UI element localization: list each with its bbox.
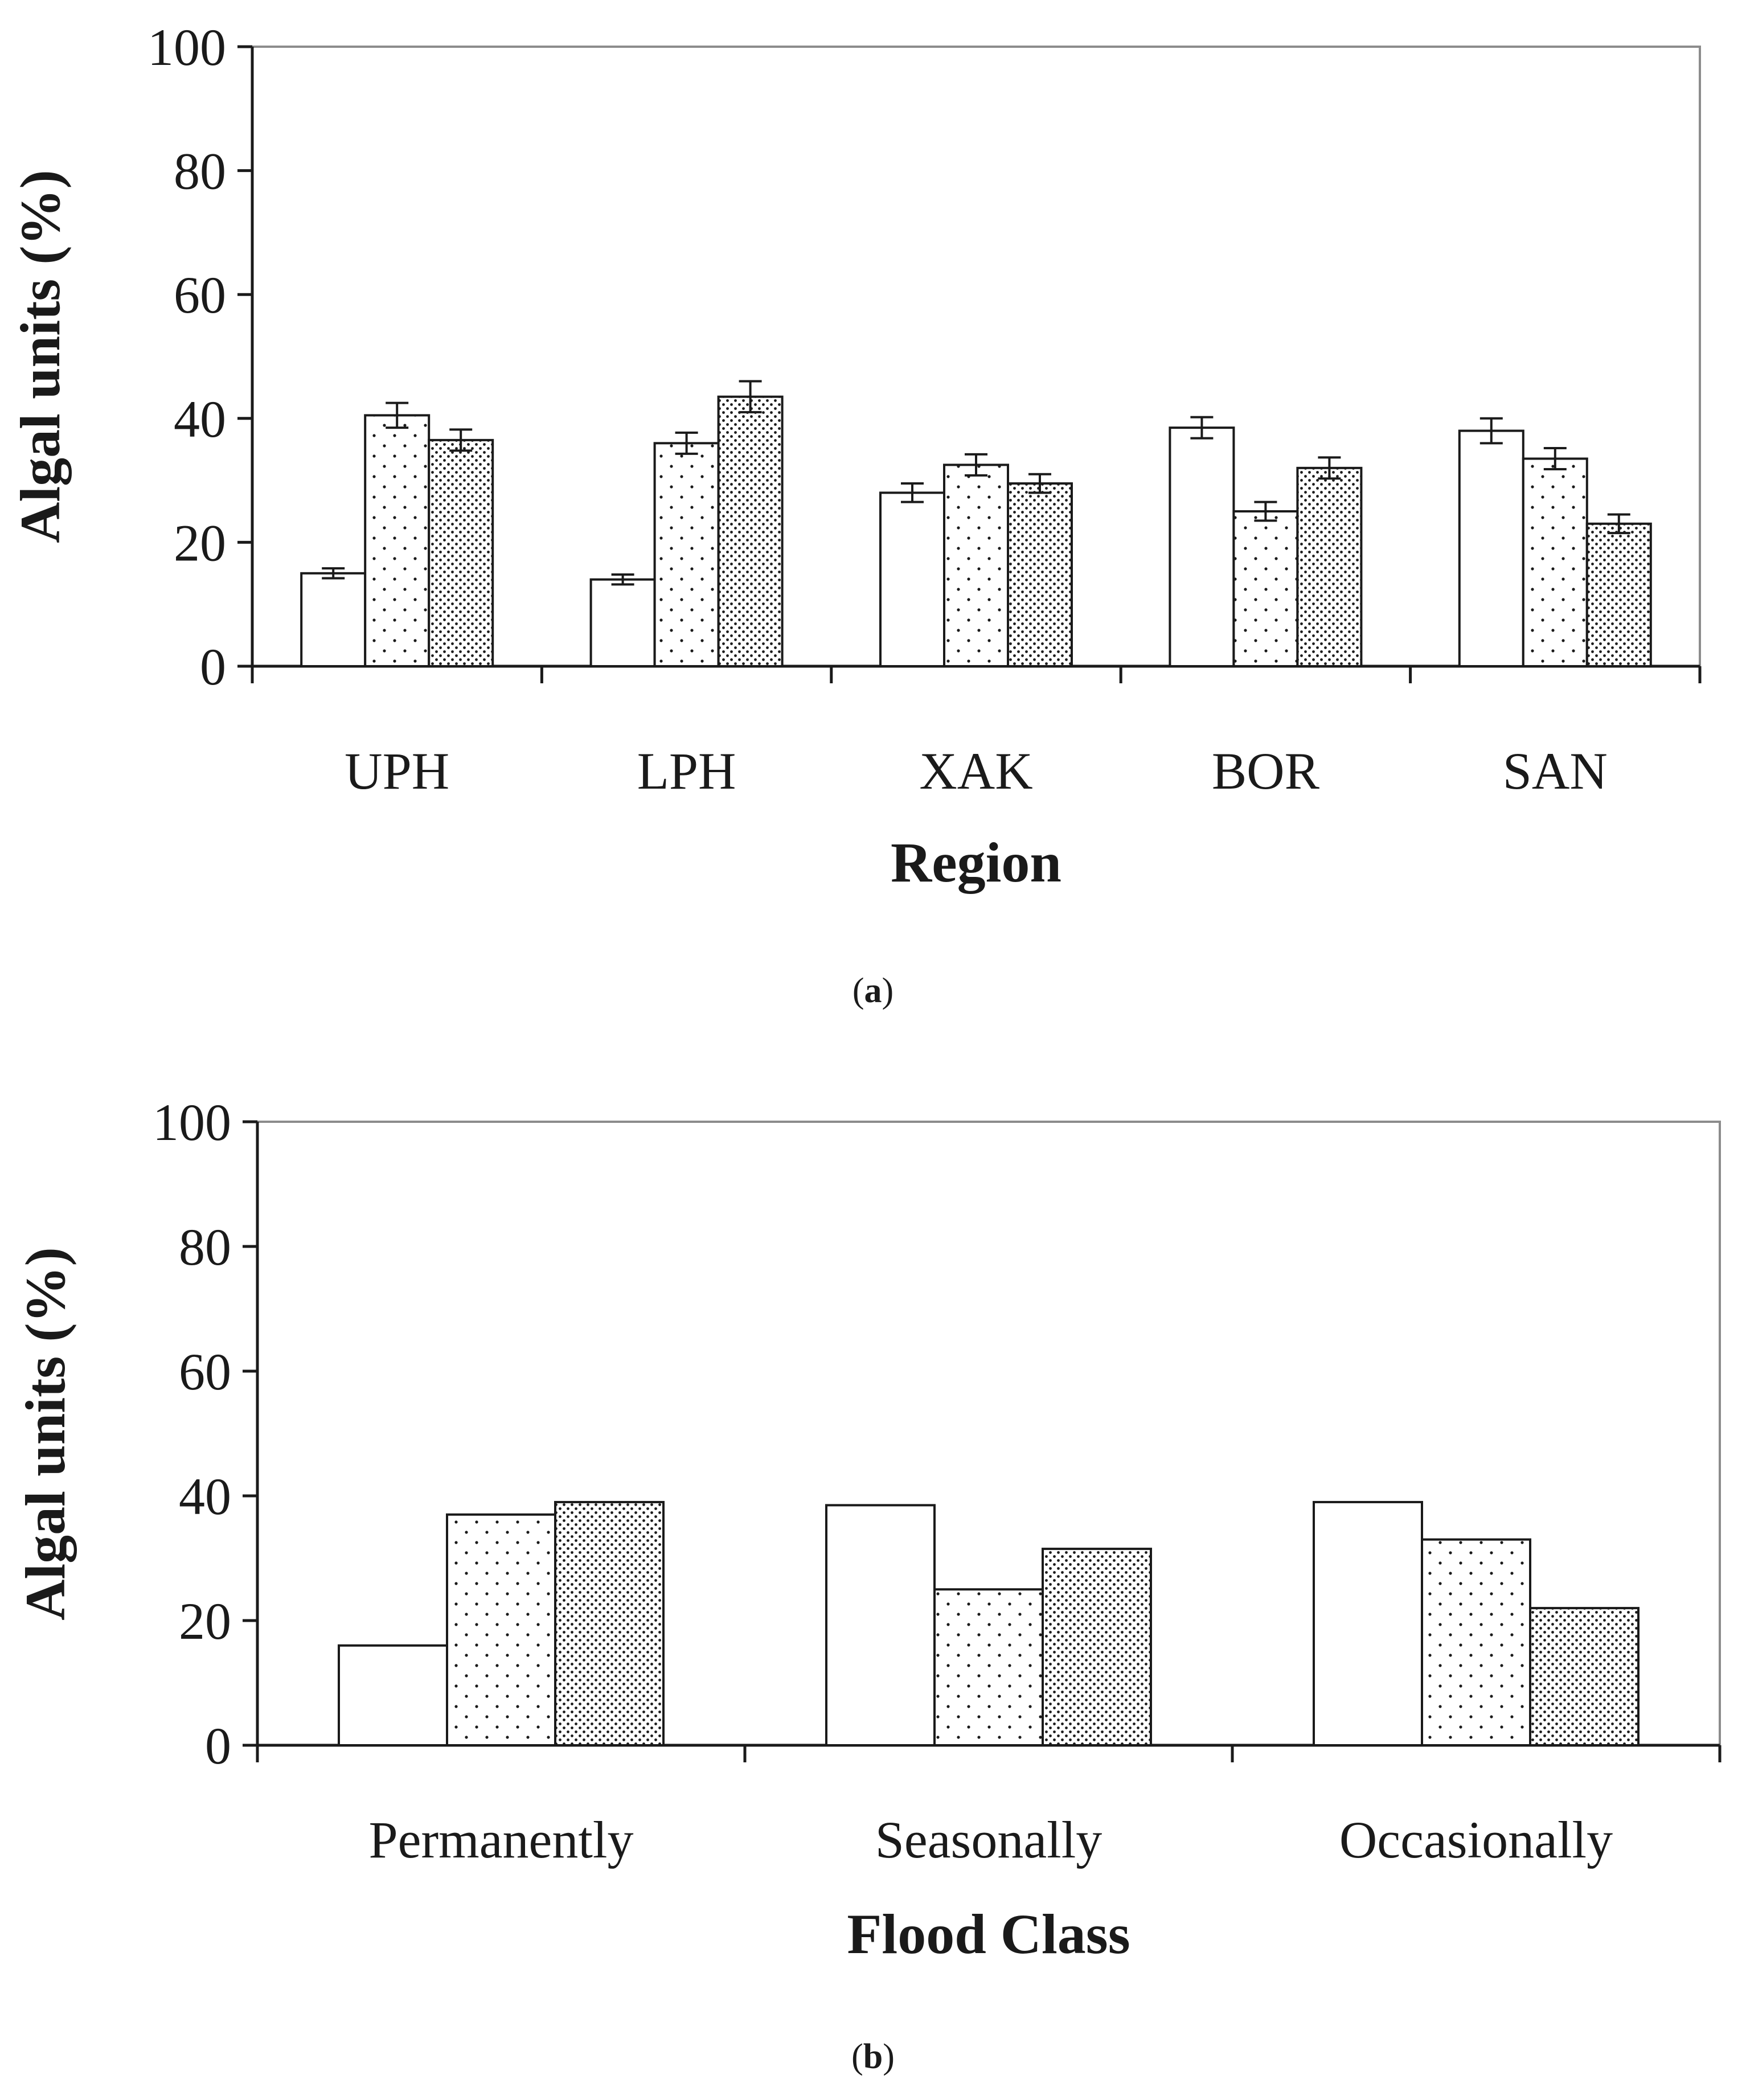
- bar-xak-1: [879, 491, 945, 667]
- x-tick-label: LPH: [637, 742, 736, 800]
- bars-a: [300, 395, 1652, 668]
- bar-san-2: [1522, 457, 1588, 668]
- y-tick-label: 100: [147, 18, 226, 76]
- x-tick-label: Permanently: [369, 1811, 634, 1869]
- panel-label-b: b: [863, 2037, 883, 2076]
- bar-lph-1: [589, 578, 656, 667]
- error-bar-xak-1: [901, 482, 924, 503]
- panel-label-a: a: [864, 971, 882, 1010]
- y-tick-label: 0: [200, 638, 226, 696]
- error-bar-lph-1: [611, 573, 634, 586]
- error-bar-bor-2: [1254, 501, 1277, 522]
- y-ticks-a: 0 20 40 60 80 100: [147, 18, 252, 696]
- bar-uph-2: [364, 414, 431, 667]
- y-tick-label: 100: [153, 1093, 231, 1151]
- bar-permanently-1: [338, 1644, 448, 1747]
- chart-panel-b: 0 20 40 60 80 100 Permanently Seasonally Occasi…: [14, 1093, 1722, 2076]
- x-tick-label: XAK: [919, 742, 1032, 800]
- error-bar-uph-2: [386, 401, 409, 429]
- bar-san-3: [1585, 522, 1652, 668]
- error-bar-xak-3: [1028, 473, 1051, 494]
- error-bar-san-1: [1479, 417, 1503, 445]
- x-axis-title-a: Region: [891, 831, 1061, 894]
- bar-san-1: [1458, 429, 1524, 667]
- x-ticks-a: [251, 666, 1702, 683]
- x-tick-label: Occasionally: [1339, 1811, 1613, 1869]
- bars-b: [338, 1500, 1640, 1747]
- y-tick-label: 40: [179, 1467, 231, 1525]
- chart-panel-a: 0 20 40 60 80 100 UPH LPH XAK BOR SAN Region Alga…: [9, 18, 1702, 1010]
- error-bar-lph-3: [739, 380, 762, 413]
- x-tick-label: SAN: [1503, 742, 1608, 800]
- bar-uph-1: [300, 572, 367, 667]
- error-bar-uph-1: [322, 567, 345, 580]
- error-bars-a: [322, 380, 1630, 586]
- y-ticks-b: 0 20 40 60 80 100: [153, 1093, 257, 1775]
- y-tick-label: 60: [179, 1343, 231, 1401]
- bar-permanently-2: [446, 1513, 556, 1747]
- error-bar-xak-2: [965, 453, 987, 477]
- bar-seasonally-1: [825, 1504, 936, 1747]
- error-bar-lph-2: [675, 431, 698, 455]
- error-bar-bor-3: [1318, 456, 1341, 480]
- bar-occasionally-3: [1529, 1607, 1640, 1747]
- x-tick-labels-a: UPH LPH XAK BOR SAN: [345, 742, 1608, 800]
- y-tick-label: 0: [205, 1717, 231, 1775]
- y-tick-label: 20: [174, 514, 226, 572]
- bar-bor-3: [1296, 466, 1363, 668]
- x-axis-title-b: Flood Class: [847, 1902, 1130, 1966]
- error-bar-bor-1: [1190, 416, 1214, 440]
- panel-caption-b: (b): [851, 2037, 895, 2076]
- bar-uph-3: [428, 438, 494, 667]
- y-tick-label: 20: [179, 1592, 231, 1650]
- bar-bor-2: [1232, 510, 1299, 667]
- bar-xak-3: [1007, 482, 1073, 667]
- x-tick-label: UPH: [345, 742, 449, 800]
- error-bar-san-3: [1607, 513, 1630, 535]
- error-bar-san-2: [1543, 447, 1567, 471]
- error-bar-uph-3: [449, 428, 473, 452]
- y-tick-label: 60: [174, 266, 226, 324]
- bar-bor-1: [1169, 426, 1235, 667]
- bar-xak-2: [943, 464, 1009, 668]
- bar-seasonally-2: [933, 1588, 1044, 1746]
- bar-lph-2: [653, 442, 720, 667]
- y-tick-label: 40: [174, 390, 226, 448]
- x-tick-labels-b: Permanently Seasonally Occasionally: [369, 1811, 1613, 1869]
- bar-seasonally-3: [1042, 1548, 1152, 1746]
- y-axis-title-b: Algal units (%): [14, 1247, 77, 1621]
- bar-occasionally-2: [1421, 1538, 1531, 1746]
- bar-permanently-3: [554, 1500, 665, 1746]
- bar-lph-3: [717, 395, 784, 667]
- x-tick-label: BOR: [1212, 742, 1320, 800]
- y-tick-label: 80: [174, 142, 226, 200]
- bar-occasionally-1: [1313, 1500, 1423, 1746]
- panel-caption-a: (a): [852, 971, 894, 1010]
- y-tick-label: 80: [179, 1218, 231, 1276]
- y-axis-title-a: Algal units (%): [9, 170, 72, 543]
- x-tick-label: Seasonally: [875, 1811, 1102, 1869]
- x-ticks-b: [256, 1745, 1722, 1762]
